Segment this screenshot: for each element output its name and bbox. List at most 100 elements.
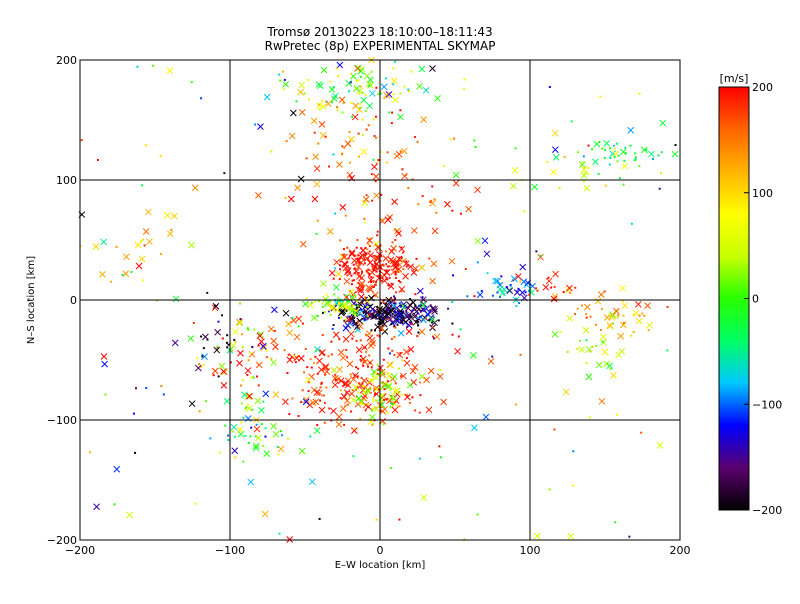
data-point-cross — [282, 309, 290, 317]
data-point-dot — [317, 300, 320, 303]
data-point-dot — [405, 260, 408, 263]
data-point-cross — [348, 304, 356, 312]
data-point-dot — [380, 193, 383, 196]
data-point-cross — [395, 230, 402, 237]
data-point-dot — [365, 302, 368, 305]
data-point-cross — [241, 391, 248, 399]
data-point-dot — [282, 70, 285, 73]
data-point-dot — [438, 445, 441, 448]
data-point-cross — [470, 352, 477, 359]
data-point-cross — [333, 283, 340, 291]
data-point-dot — [410, 323, 413, 326]
data-point-dot — [350, 410, 353, 413]
data-point-cross — [368, 337, 376, 344]
data-point-cross — [258, 407, 265, 414]
data-point-dot — [344, 294, 347, 297]
data-point-cross — [364, 387, 372, 395]
data-point-dot — [316, 372, 319, 375]
data-point-dot — [660, 151, 663, 154]
data-point-cross — [338, 96, 346, 104]
data-point-dot — [327, 165, 330, 168]
data-point-dot — [401, 321, 404, 324]
data-point-dot — [365, 269, 368, 272]
data-point-dot — [391, 321, 394, 324]
data-point-dot — [351, 322, 354, 325]
data-point-dot — [474, 145, 477, 148]
data-point-dot — [134, 387, 137, 390]
data-point-dot — [309, 435, 312, 438]
data-point-dot — [362, 361, 365, 364]
data-point-dot — [321, 334, 324, 337]
data-point-dot — [337, 301, 340, 304]
data-point-dot — [361, 271, 364, 274]
data-point-dot — [110, 280, 113, 283]
data-point-cross — [537, 253, 544, 261]
data-point-cross — [323, 368, 331, 375]
data-point-cross — [423, 376, 430, 384]
data-point-dot — [341, 145, 344, 148]
data-point-cross — [482, 413, 490, 421]
data-point-dot — [224, 424, 227, 427]
chart-title-line2: RwPretec (8p) EXPERIMENTAL SKYMAP — [265, 39, 496, 53]
data-point-dot — [408, 321, 411, 324]
data-point-cross — [244, 393, 252, 400]
data-point-cross — [355, 346, 363, 354]
data-point-dot — [466, 295, 469, 298]
data-point-dot — [599, 328, 602, 331]
data-point-dot — [327, 355, 330, 358]
data-point-cross — [379, 407, 387, 415]
data-point-cross — [483, 250, 491, 258]
data-point-dot — [307, 98, 310, 101]
data-point-dot — [359, 106, 362, 109]
data-point-dot — [651, 157, 654, 160]
data-point-dot — [320, 381, 323, 384]
data-point-dot — [375, 518, 378, 521]
data-point-cross — [353, 85, 360, 92]
data-point-dot — [414, 305, 417, 308]
data-point-dot — [292, 354, 295, 357]
data-point-dot — [629, 144, 632, 147]
data-point-dot — [407, 88, 410, 91]
data-point-dot — [307, 381, 310, 384]
data-point-dot — [634, 152, 637, 155]
data-point-dot — [387, 317, 390, 320]
data-point-cross — [609, 150, 617, 158]
data-point-dot — [383, 307, 386, 310]
data-point-dot — [372, 407, 375, 410]
data-point-dot — [344, 404, 347, 407]
data-point-dot — [333, 293, 336, 296]
data-point-dot — [582, 179, 585, 182]
data-point-dot — [588, 416, 591, 419]
data-point-dot — [363, 217, 366, 220]
data-point-cross — [551, 129, 559, 137]
data-point-cross — [349, 294, 356, 301]
data-point-cross — [288, 353, 296, 361]
data-point-dot — [321, 99, 324, 102]
data-point-dot — [255, 375, 258, 378]
data-point-cross — [365, 403, 372, 411]
data-point-cross — [92, 243, 100, 250]
data-point-dot — [242, 460, 245, 463]
data-point-dot — [96, 158, 99, 161]
data-point-cross — [351, 113, 359, 121]
data-point-dot — [519, 280, 522, 283]
data-point-dot — [262, 445, 265, 448]
data-point-dot — [476, 513, 479, 516]
data-point-dot — [391, 307, 394, 310]
data-point-dot — [396, 318, 399, 321]
data-point-dot — [632, 314, 635, 317]
data-point-dot — [346, 246, 349, 249]
data-point-dot — [570, 120, 573, 123]
data-point-dot — [221, 314, 224, 317]
data-point-dot — [459, 328, 462, 331]
data-point-cross — [361, 343, 368, 351]
data-point-cross — [343, 293, 350, 301]
data-point-cross — [346, 305, 354, 312]
data-point-dot — [641, 312, 644, 315]
data-point-dot — [657, 154, 660, 157]
data-point-cross — [656, 441, 664, 449]
data-point-cross — [347, 135, 355, 143]
data-point-dot — [363, 257, 366, 260]
data-point-cross — [277, 445, 285, 453]
data-point-dot — [516, 290, 519, 293]
